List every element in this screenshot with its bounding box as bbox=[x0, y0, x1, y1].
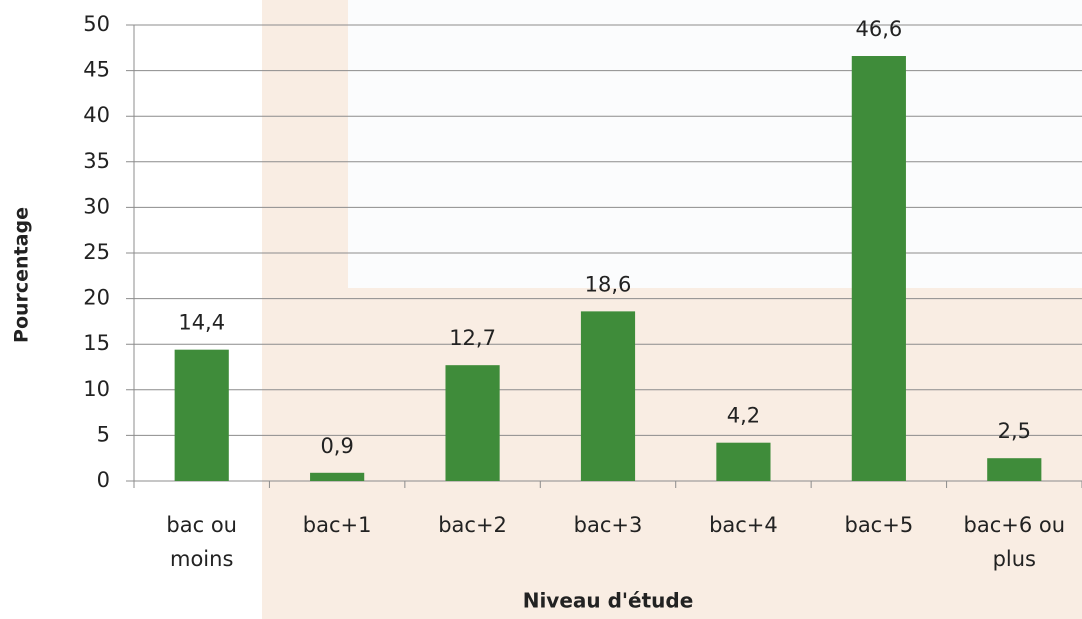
y-axis-title: Pourcentage bbox=[11, 207, 33, 343]
bar bbox=[445, 365, 500, 481]
bar bbox=[174, 349, 229, 481]
y-tick-label: 50 bbox=[83, 12, 110, 36]
bar bbox=[310, 472, 365, 481]
value-label: 46,6 bbox=[855, 17, 902, 41]
y-tick-label: 25 bbox=[83, 240, 110, 264]
y-tick-label: 35 bbox=[83, 149, 110, 173]
value-label: 2,5 bbox=[998, 419, 1031, 443]
bar bbox=[716, 442, 771, 481]
y-tick-label: 10 bbox=[83, 377, 110, 401]
y-tick-label: 5 bbox=[97, 422, 110, 446]
x-axis-title: Niveau d'étude bbox=[523, 589, 694, 613]
x-tick-label: bac+2 bbox=[438, 513, 507, 537]
y-tick-label: 40 bbox=[83, 103, 110, 127]
bar bbox=[580, 311, 636, 481]
x-tick-label: bac+6 ou plus bbox=[963, 513, 1066, 571]
bar bbox=[987, 458, 1042, 481]
x-tick-label: bac+3 bbox=[573, 513, 643, 537]
value-label: 14,4 bbox=[178, 311, 225, 335]
x-tick-label: bac+5 bbox=[844, 513, 914, 537]
value-label: 4,2 bbox=[727, 404, 760, 428]
y-tick-label: 30 bbox=[83, 194, 110, 218]
x-tick-label: bac+4 bbox=[709, 513, 778, 537]
y-tick-label: 0 bbox=[97, 468, 110, 492]
y-tick-label: 45 bbox=[83, 58, 110, 82]
value-label: 0,9 bbox=[320, 434, 353, 458]
y-tick-label: 15 bbox=[83, 331, 110, 355]
bar bbox=[851, 56, 906, 482]
y-tick-label: 20 bbox=[83, 286, 110, 310]
x-tick-label: bac ou moins bbox=[166, 513, 237, 571]
x-tick-label: bac+1 bbox=[302, 513, 372, 537]
value-label: 12,7 bbox=[449, 326, 496, 350]
value-label: 18,6 bbox=[585, 272, 632, 296]
background-inset bbox=[348, 0, 1082, 288]
